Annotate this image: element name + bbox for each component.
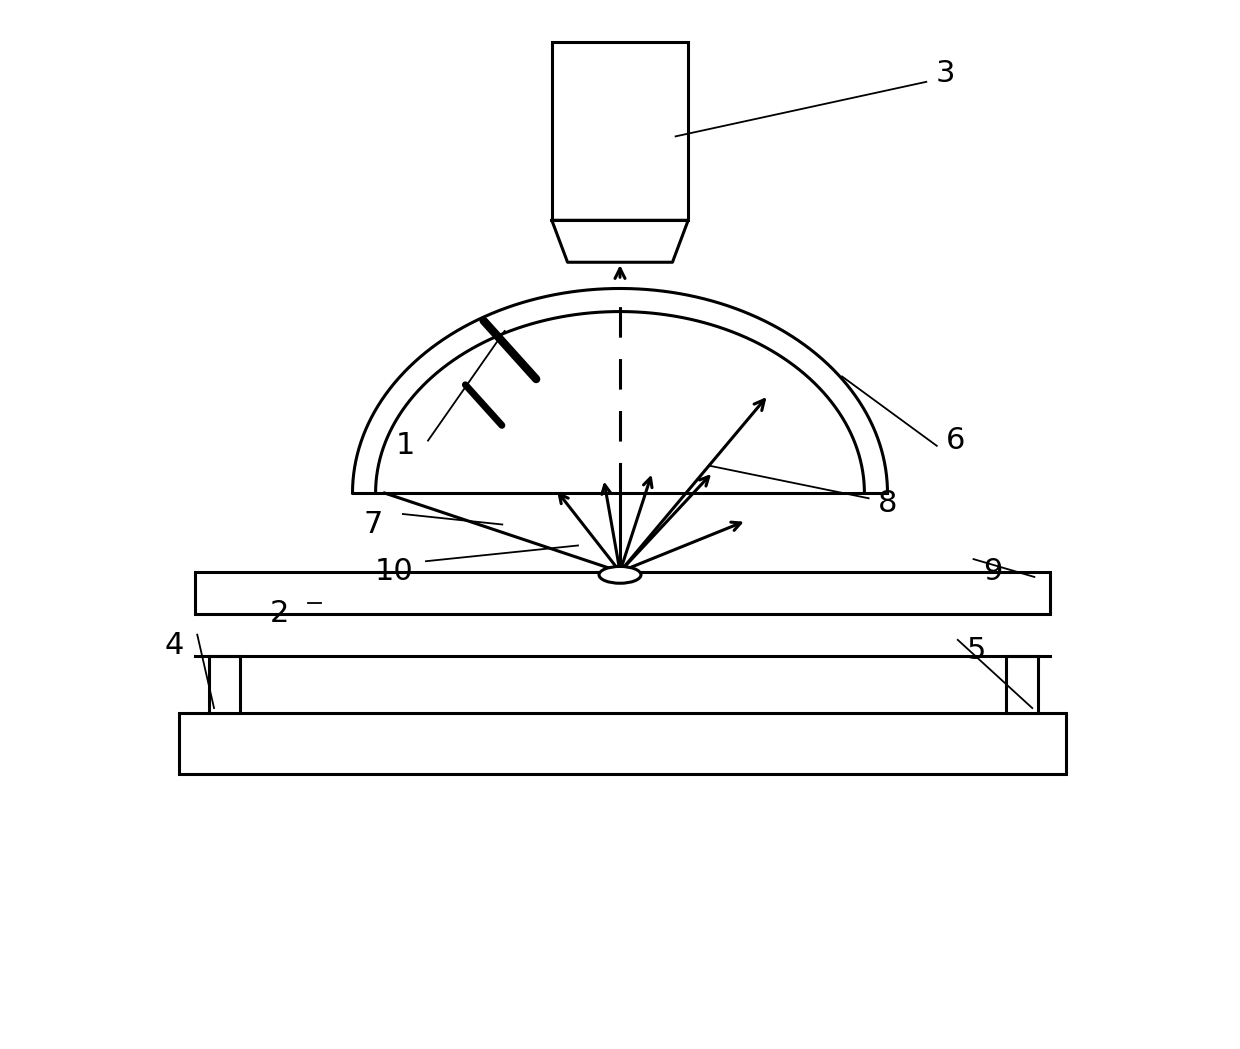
Text: 7: 7	[363, 510, 383, 539]
Text: 6: 6	[946, 426, 966, 455]
Bar	[208, 656, 241, 713]
Text: 5: 5	[967, 636, 986, 665]
Bar	[195, 572, 1050, 614]
Text: 9: 9	[983, 557, 1002, 586]
Text: 2: 2	[269, 599, 289, 628]
Text: 8: 8	[878, 489, 898, 518]
Bar	[552, 42, 688, 220]
Ellipse shape	[599, 566, 641, 583]
Text: 1: 1	[396, 431, 414, 461]
Text: 10: 10	[374, 557, 414, 586]
Text: 4: 4	[165, 630, 184, 660]
Bar	[180, 713, 1066, 774]
Bar	[1006, 656, 1038, 713]
Text: 3: 3	[935, 59, 955, 88]
